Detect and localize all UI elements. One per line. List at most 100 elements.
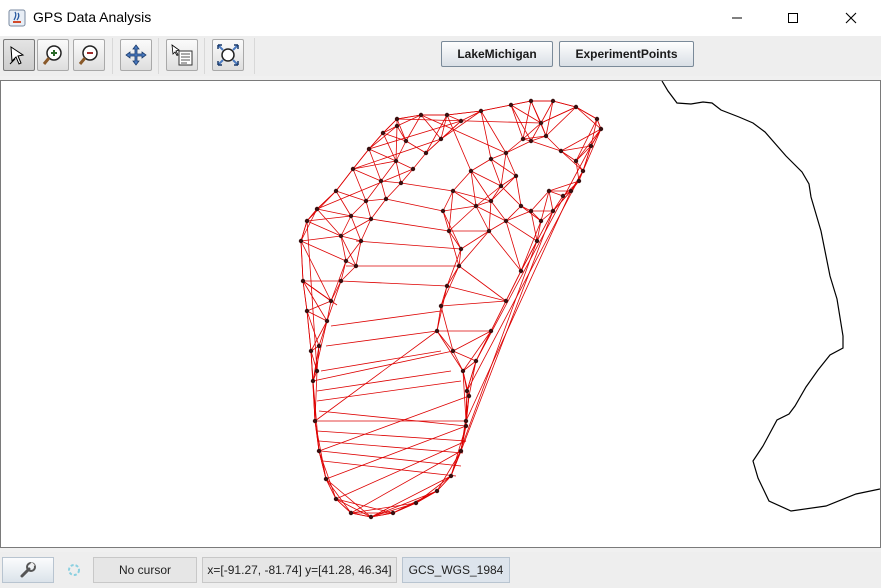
triangulation-edge	[350, 215, 372, 220]
triangulation-edge	[352, 168, 382, 182]
gps-point	[353, 263, 359, 269]
triangulation-edge	[312, 380, 316, 422]
triangulation-edge	[415, 490, 438, 504]
zoom-out-button[interactable]	[73, 39, 105, 71]
gps-point	[304, 308, 310, 314]
extent-status: x=[-91.27, -81.74] y=[41.28, 46.34]	[202, 557, 397, 583]
triangulation-edge	[582, 128, 602, 172]
triangulation-edge	[302, 280, 308, 312]
triangulation-edge	[536, 220, 542, 242]
gps-point	[413, 500, 419, 506]
gps-point	[333, 496, 339, 502]
gps-point	[546, 188, 552, 194]
gps-point	[403, 138, 409, 144]
triangulation-edge	[522, 100, 532, 140]
triangulation-edge	[382, 118, 398, 134]
gps-point	[380, 130, 386, 136]
gps-point	[394, 116, 400, 122]
triangulation-edge	[396, 118, 542, 124]
triangulation-edge	[318, 320, 328, 347]
gps-point	[350, 166, 356, 172]
triangulation-edge	[560, 145, 592, 152]
triangulation-edge	[530, 135, 547, 142]
pan-icon	[125, 44, 147, 66]
gps-point	[588, 143, 594, 149]
gps-point	[333, 188, 339, 194]
close-button[interactable]	[828, 0, 874, 36]
triangulation-edge	[300, 240, 304, 282]
info-button[interactable]	[166, 39, 198, 71]
gps-point	[328, 298, 334, 304]
layer-button-lakemichigan[interactable]: LakeMichigan	[441, 41, 553, 67]
gps-point	[458, 448, 464, 454]
gps-point	[314, 368, 320, 374]
triangulation-edge	[436, 305, 442, 332]
triangulation-edge	[540, 210, 554, 222]
triangulation-edge	[350, 512, 372, 518]
triangulation-edge	[470, 158, 492, 172]
triangulation-edge	[316, 370, 452, 392]
gps-point	[550, 208, 556, 214]
triangulation-edge	[452, 350, 464, 372]
triangulation-edge	[458, 230, 490, 267]
triangulation-edge	[450, 240, 538, 477]
triangulation-edge	[540, 100, 554, 124]
triangulation-edge	[446, 265, 460, 287]
layer-button-experimentpoints[interactable]: ExperimentPoints	[559, 41, 694, 67]
gps-point	[486, 228, 492, 234]
reset-view-button[interactable]	[212, 39, 244, 71]
minimize-button[interactable]	[714, 0, 760, 36]
triangulation-edge	[510, 104, 542, 124]
triangulation-edge	[488, 230, 522, 272]
triangulation-edge	[322, 460, 457, 477]
gps-point	[446, 228, 452, 234]
gps-point	[444, 112, 450, 118]
zoom-in-button[interactable]	[37, 39, 69, 71]
triangulation-edge	[316, 190, 337, 210]
map-canvas[interactable]	[0, 80, 881, 548]
triangulation-edge	[312, 350, 454, 382]
gps-point	[513, 173, 519, 179]
triangulation-edge	[522, 122, 542, 140]
triangulation-edge	[470, 170, 492, 202]
triangulation-edge	[575, 106, 598, 120]
gps-point	[418, 112, 424, 118]
gps-point	[458, 118, 464, 124]
gps-point	[323, 476, 329, 482]
gps-point	[316, 343, 322, 349]
pan-button[interactable]	[120, 39, 152, 71]
gps-point	[538, 218, 544, 224]
cursor-status: No cursor	[93, 557, 197, 583]
triangulation-edge	[530, 210, 538, 242]
gps-point	[573, 104, 579, 110]
title-bar: GPS Data Analysis	[0, 0, 881, 36]
triangulation-edge	[340, 235, 362, 242]
triangulation-edge	[530, 140, 562, 152]
maximize-button[interactable]	[770, 0, 816, 36]
triangulation-edge	[320, 450, 462, 467]
triangulation-edge	[330, 260, 347, 302]
triangulation-edge	[530, 210, 542, 222]
triangulation-edge	[340, 215, 352, 237]
triangulation-edge	[330, 310, 442, 327]
settings-button[interactable]	[2, 557, 54, 583]
gps-point	[368, 216, 374, 222]
status-indicator-icon	[68, 564, 80, 576]
triangulation-edge	[340, 235, 347, 262]
triangulation-edge	[365, 180, 382, 202]
triangulation-edge	[530, 190, 550, 212]
triangulation-edge	[395, 160, 414, 170]
triangulation-edge	[306, 220, 318, 372]
triangulation-edge	[475, 145, 592, 362]
window-title: GPS Data Analysis	[33, 9, 152, 25]
triangulation-edge	[442, 210, 462, 250]
triangulation-edge	[320, 350, 442, 372]
triangulation-edge	[335, 168, 354, 192]
triangulation-edge	[505, 210, 532, 222]
triangulation-edge	[368, 132, 384, 150]
toolbar-separator	[158, 38, 159, 74]
triangulation-edge	[316, 345, 320, 372]
triangulation-edge	[318, 395, 470, 452]
select-tool-button[interactable]	[3, 39, 35, 71]
triangulation-edge	[316, 208, 352, 217]
